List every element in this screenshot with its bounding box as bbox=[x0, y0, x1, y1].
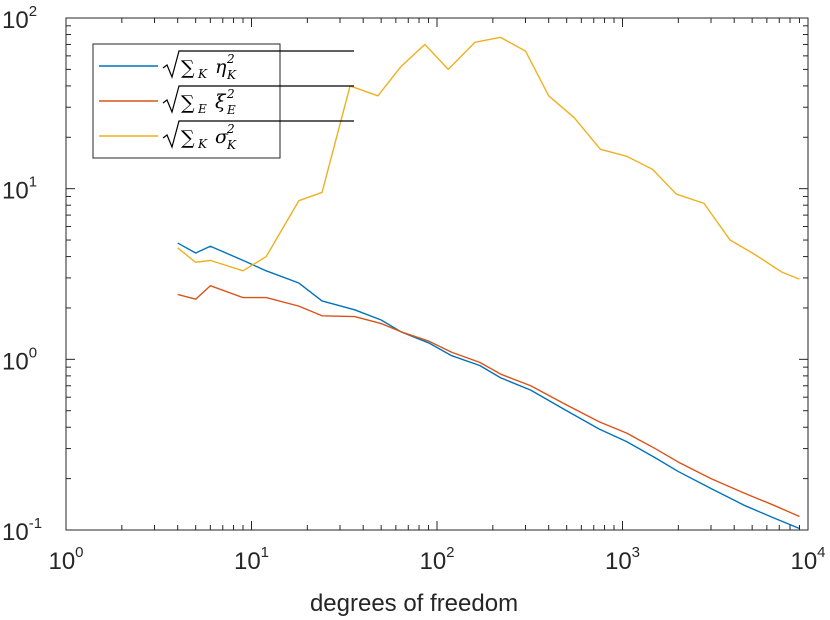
x-tick-label: 104 bbox=[790, 544, 825, 575]
legend-radical-2 bbox=[162, 85, 354, 114]
y-tick-label: 10-1 bbox=[2, 515, 42, 546]
series-line-1 bbox=[177, 242, 800, 530]
legend-variable-superscript: 2 bbox=[226, 52, 235, 66]
legend-sum-symbol: ∑ bbox=[181, 92, 195, 114]
x-tick-label: 100 bbox=[48, 544, 83, 575]
series-layer bbox=[177, 36, 800, 530]
x-tick-label: 101 bbox=[234, 544, 269, 575]
series-line-2 bbox=[177, 285, 800, 518]
y-tick-label: 101 bbox=[2, 174, 37, 205]
legend-sum-subscript: K bbox=[197, 137, 208, 151]
legend-sum-symbol: ∑ bbox=[181, 127, 195, 149]
legend-sum-subscript: E bbox=[197, 102, 207, 116]
legend-variable: ξ bbox=[215, 91, 227, 113]
legend-sum-subscript: K bbox=[197, 67, 208, 81]
x-tick-label: 103 bbox=[605, 544, 640, 575]
legend-variable-subscript: K bbox=[226, 138, 237, 152]
x-tick-label: 102 bbox=[419, 544, 454, 575]
legend-variable-subscript: K bbox=[226, 68, 237, 82]
legend-variable-subscript: E bbox=[226, 103, 236, 117]
legend-variable: η bbox=[215, 56, 227, 78]
y-tick-label: 102 bbox=[2, 3, 37, 34]
legend-variable-superscript: 2 bbox=[226, 122, 235, 136]
y-tick-label: 100 bbox=[2, 344, 37, 375]
legend-variable-superscript: 2 bbox=[226, 87, 235, 101]
legend-radical-1 bbox=[162, 50, 354, 79]
legend-variable: σ bbox=[215, 126, 229, 148]
legend-radical-3 bbox=[162, 120, 354, 149]
legend-sum-symbol: ∑ bbox=[181, 57, 195, 79]
series-line-3 bbox=[177, 36, 800, 280]
x-axis-label: degrees of freedom bbox=[310, 590, 518, 617]
